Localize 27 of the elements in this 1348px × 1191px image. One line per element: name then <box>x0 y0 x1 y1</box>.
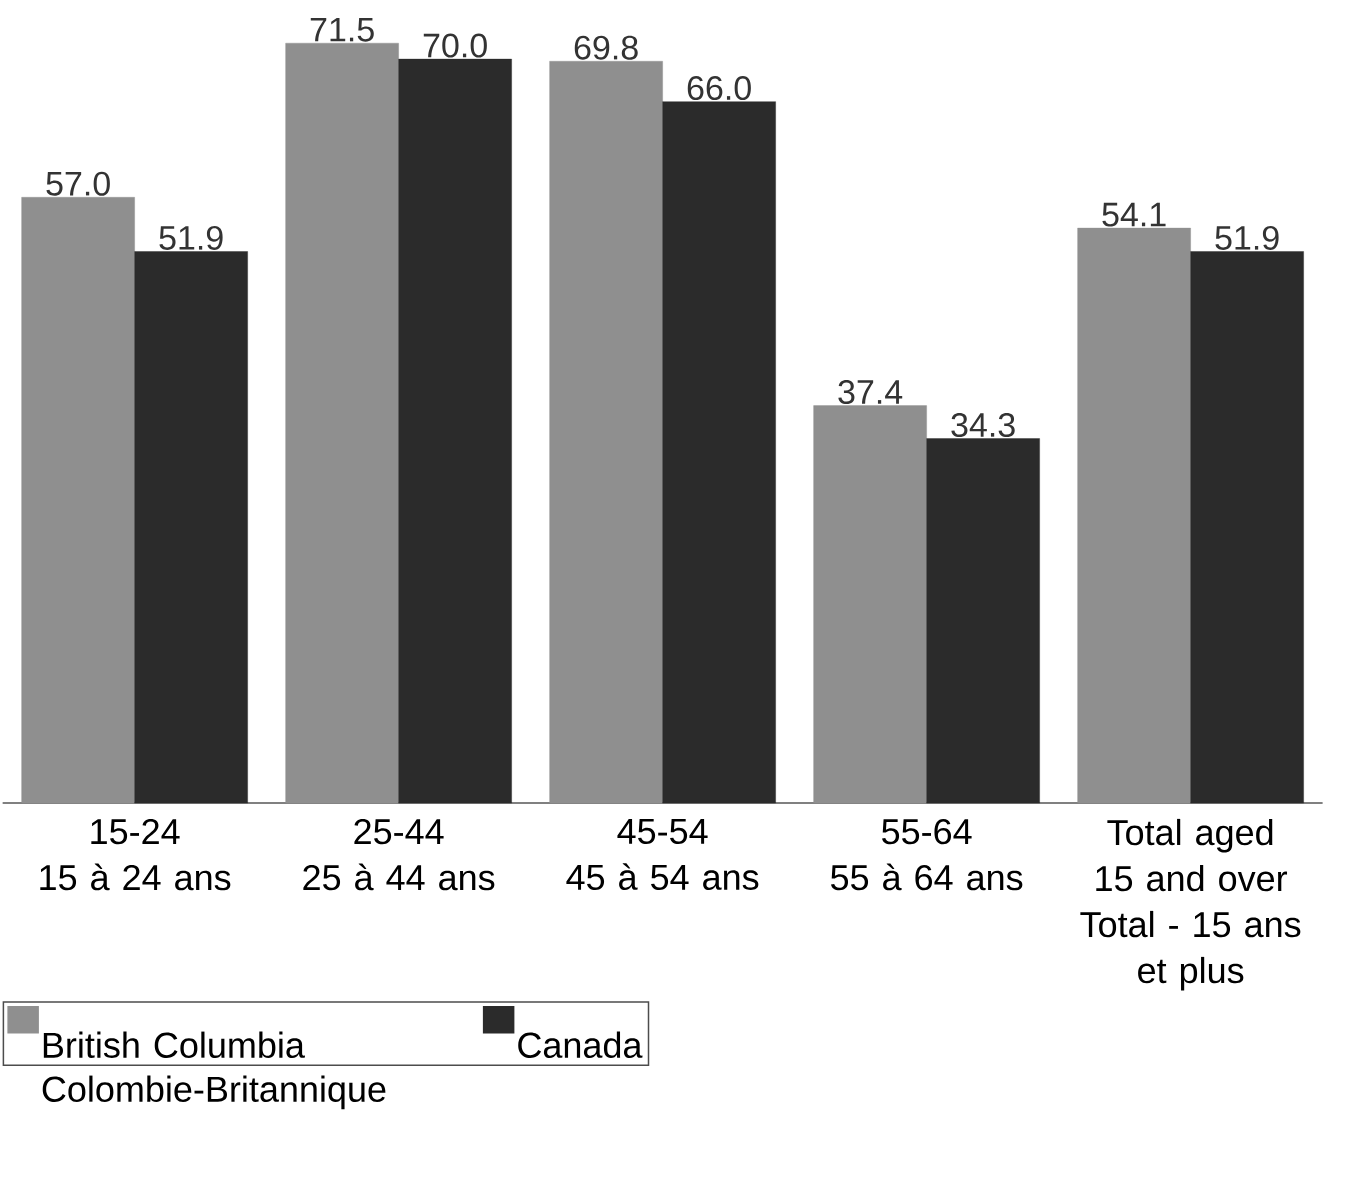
data-label: 69.8 <box>574 35 638 60</box>
data-label: 51.9 <box>159 225 223 250</box>
bar <box>398 58 512 804</box>
legend-label: Canada <box>518 1031 643 1059</box>
x-tick-label: 15-24 15 à 24 ans <box>40 818 231 891</box>
x-tick-label: 45-54 45 à 54 ans <box>566 818 759 890</box>
data-label: 37.4 <box>838 379 903 405</box>
data-label: 70.0 <box>423 33 487 58</box>
bar <box>134 251 248 804</box>
data-label: 54.1 <box>1102 202 1166 227</box>
x-tick-label: 25-44 25 à 44 ans <box>303 818 495 891</box>
bar <box>926 438 1040 804</box>
data-label: 71.5 <box>310 17 374 42</box>
data-label: 57.0 <box>46 171 110 196</box>
x-tick-label: Total aged 15 and over Total - 15 ans et plus <box>1080 818 1301 991</box>
data-label: 34.3 <box>951 412 1015 437</box>
bar <box>1190 251 1304 804</box>
bar <box>662 101 776 804</box>
x-tick-label: 55-64 55 à 64 ans <box>831 818 1023 891</box>
bar <box>285 42 399 804</box>
data-label: 51.9 <box>1215 225 1279 250</box>
bar <box>21 197 135 804</box>
data-label: 66.0 <box>687 76 751 101</box>
legend-label: British Columbia Colombie-Britannique <box>42 1031 386 1110</box>
bar <box>549 61 663 804</box>
bar <box>813 405 927 804</box>
bar <box>1077 227 1191 804</box>
